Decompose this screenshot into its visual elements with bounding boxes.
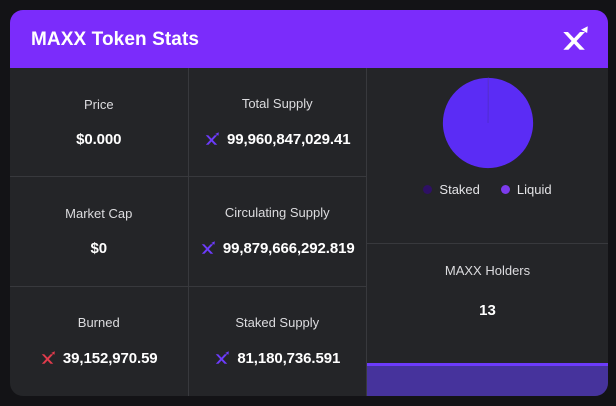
stat-cell-total-supply: Total Supply 99,960,847,029.41 — [188, 68, 367, 178]
holders-label: MAXX Holders — [444, 263, 531, 278]
maxx-x-icon — [204, 131, 220, 147]
stat-value-row: 81,180,736.591 — [214, 350, 340, 366]
stat-label: Burned — [77, 315, 120, 331]
stat-value: 81,180,736.591 — [237, 349, 341, 367]
legend-item-staked[interactable]: Staked — [423, 182, 480, 197]
legend-label: Staked — [439, 182, 480, 197]
stat-cell-market-cap: Market Cap $0 — [10, 177, 189, 287]
stats-grid: Price $0.000 Total Supply 99,960,847, — [10, 68, 367, 396]
legend-label: Liquid — [516, 182, 552, 197]
stat-cell-circulating-supply: Circulating Supply 99,879,666,292.819 — [188, 177, 367, 287]
card-body: Price $0.000 Total Supply 99,960,847, — [10, 68, 608, 396]
pie-slice-liquid — [487, 77, 489, 124]
card-header: MAXX Token Stats — [10, 10, 608, 68]
legend-dot-icon — [500, 185, 510, 194]
stat-value-row: 99,960,847,029.41 — [204, 130, 351, 148]
supply-distribution-chart: Staked Liquid — [367, 68, 608, 244]
progress-bar — [367, 363, 608, 396]
stat-label: Circulating Supply — [224, 205, 330, 221]
stat-cell-price: Price $0.000 — [10, 68, 189, 178]
stat-value: $0.000 — [76, 130, 122, 148]
legend-dot-icon — [423, 185, 433, 194]
stat-value-row: $0 — [91, 241, 108, 256]
stat-label: Price — [83, 96, 114, 112]
right-panel: Staked Liquid MAXX Holders 13 — [367, 68, 608, 396]
stat-label: Market Cap — [65, 205, 133, 221]
stat-value: 99,879,666,292.819 — [222, 239, 355, 257]
legend-item-liquid[interactable]: Liquid — [500, 182, 552, 197]
maxx-x-icon-burned — [40, 350, 56, 366]
maxx-x-arrow-logo-icon — [560, 24, 590, 54]
stat-value-row: $0.000 — [76, 132, 121, 147]
stat-cell-staked-supply: Staked Supply 81,180,736.591 — [189, 286, 367, 396]
maxx-x-icon — [200, 240, 216, 256]
stat-label: Total Supply — [241, 96, 313, 112]
stat-value: 39,152,970.59 — [62, 349, 158, 367]
stat-value-row: 99,879,666,292.819 — [200, 240, 355, 256]
token-stats-card: MAXX Token Stats Price $0.000 Total Supp… — [10, 10, 608, 396]
stat-cell-burned: Burned 39,152,970.59 — [10, 286, 189, 396]
holders-section: MAXX Holders 13 — [367, 244, 608, 396]
maxx-x-icon — [214, 350, 230, 366]
stat-value: $0 — [90, 239, 108, 257]
stat-label: Staked Supply — [235, 315, 320, 331]
page-title: MAXX Token Stats — [31, 28, 200, 50]
holders-value: 13 — [479, 302, 496, 319]
chart-legend: Staked Liquid — [423, 182, 552, 197]
pie-chart — [440, 75, 536, 171]
stat-value-row: 39,152,970.59 — [40, 350, 158, 366]
stat-value: 99,960,847,029.41 — [227, 130, 351, 148]
